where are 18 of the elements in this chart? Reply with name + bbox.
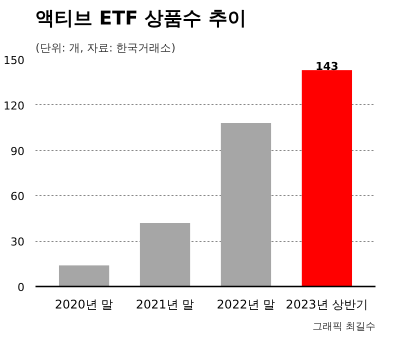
y-tick-label: 30 bbox=[10, 236, 25, 249]
y-tick-label: 150 bbox=[4, 54, 25, 67]
bar bbox=[302, 70, 352, 286]
chart-subtitle: (단위: 개, 자료: 한국거래소) bbox=[36, 42, 176, 54]
x-tick-label: 2022년 말 bbox=[216, 298, 276, 312]
y-tick-label: 0 bbox=[18, 281, 24, 294]
x-tick-label: 2021년 말 bbox=[136, 298, 194, 312]
bar bbox=[220, 123, 272, 286]
y-tick-label: 60 bbox=[10, 190, 25, 204]
text: 그래픽 최길수 bbox=[312, 322, 376, 332]
y-tick-label: 120 bbox=[4, 99, 25, 112]
bar bbox=[140, 222, 190, 286]
data-label: 143 bbox=[315, 60, 338, 74]
chart-title: 액티브 ETF 상품수 추이 bbox=[36, 8, 246, 30]
x-tick-label: 2023년 상반기 bbox=[286, 298, 368, 312]
x-tick-label: 2020년 말 bbox=[54, 298, 114, 312]
y-tick-label: 90 bbox=[10, 144, 25, 158]
bar bbox=[58, 265, 110, 286]
